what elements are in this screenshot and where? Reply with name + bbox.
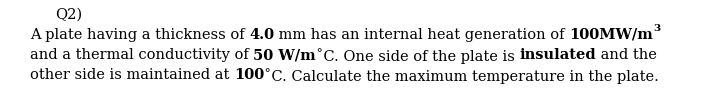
Text: 100: 100	[234, 68, 264, 82]
Text: mm has an internal heat generation of: mm has an internal heat generation of	[274, 28, 570, 42]
Text: and the: and the	[596, 48, 657, 62]
Text: other side is maintained at: other side is maintained at	[30, 68, 234, 82]
Text: 50 W/m: 50 W/m	[253, 48, 316, 62]
Text: and a thermal conductivity of: and a thermal conductivity of	[30, 48, 253, 62]
Text: ˚C. One side of the plate is: ˚C. One side of the plate is	[316, 48, 520, 64]
Text: Q2): Q2)	[55, 8, 82, 22]
Text: insulated: insulated	[520, 48, 596, 62]
Text: 3: 3	[653, 24, 660, 33]
Text: 4.0: 4.0	[249, 28, 274, 42]
Text: ˚C. Calculate the maximum temperature in the plate.: ˚C. Calculate the maximum temperature in…	[264, 68, 659, 84]
Text: A plate having a thickness of: A plate having a thickness of	[30, 28, 249, 42]
Text: 100MW/m: 100MW/m	[570, 28, 653, 42]
